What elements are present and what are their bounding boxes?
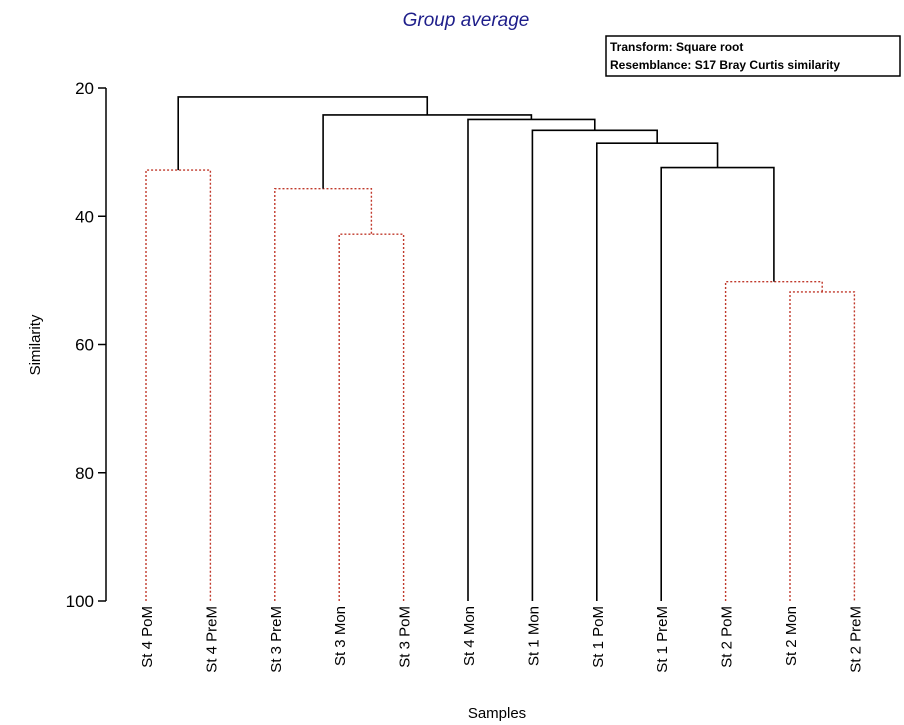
y-axis: 20 40 60 80 100 [66,79,107,611]
y-tick-label: 20 [75,79,94,98]
dendrogram-link-9 [322,114,533,189]
y-axis-label: Similarity [27,314,44,375]
dendrogram-link-8 [467,118,596,601]
dendrogram-link-7 [531,129,658,601]
dendrogram-link-4 [724,280,823,601]
leaf-label: St 3 PoM [397,606,414,668]
leaf-label: St 2 PoM [719,606,736,668]
dendrogram-link-6 [596,142,719,601]
chart-title: Group average [403,10,530,31]
legend-box: Transform: Square root Resemblance: S17 … [605,35,901,77]
dendrogram-link-3 [789,291,856,601]
dendrogram-link-5 [660,166,775,601]
dendrogram-links [145,96,856,601]
dendrogram-link-2 [274,187,373,601]
legend-frame [605,35,901,77]
leaf-label: St 4 Mon [461,606,478,666]
leaf-label: St 4 PreM [203,606,220,673]
dendrogram-link-1 [338,233,405,601]
y-tick-label: 40 [75,207,94,226]
leaf-label: St 2 Mon [783,606,800,666]
dendrogram-link-10 [177,96,429,171]
y-tick-label: 100 [66,592,94,611]
leaf-label: St 4 PoM [139,606,156,668]
leaf-label: St 1 PreM [654,606,671,673]
leaf-label: St 3 PreM [268,606,285,673]
legend-transform: Transform: Square root [610,40,743,54]
leaf-label: St 1 Mon [525,606,542,666]
dendrogram-link-0 [145,169,212,601]
leaf-label: St 1 PoM [590,606,607,668]
legend-resemblance: Resemblance: S17 Bray Curtis similarity [610,58,840,72]
leaf-labels: St 4 PoM St 4 PreM St 3 PreM St 3 Mon St 3 P… [139,606,864,673]
y-tick-label: 60 [75,336,94,355]
leaf-label: St 3 Mon [332,606,349,666]
x-axis-label: Samples [468,705,526,722]
leaf-label: St 2 PreM [847,606,864,673]
y-tick-label: 80 [75,464,94,483]
